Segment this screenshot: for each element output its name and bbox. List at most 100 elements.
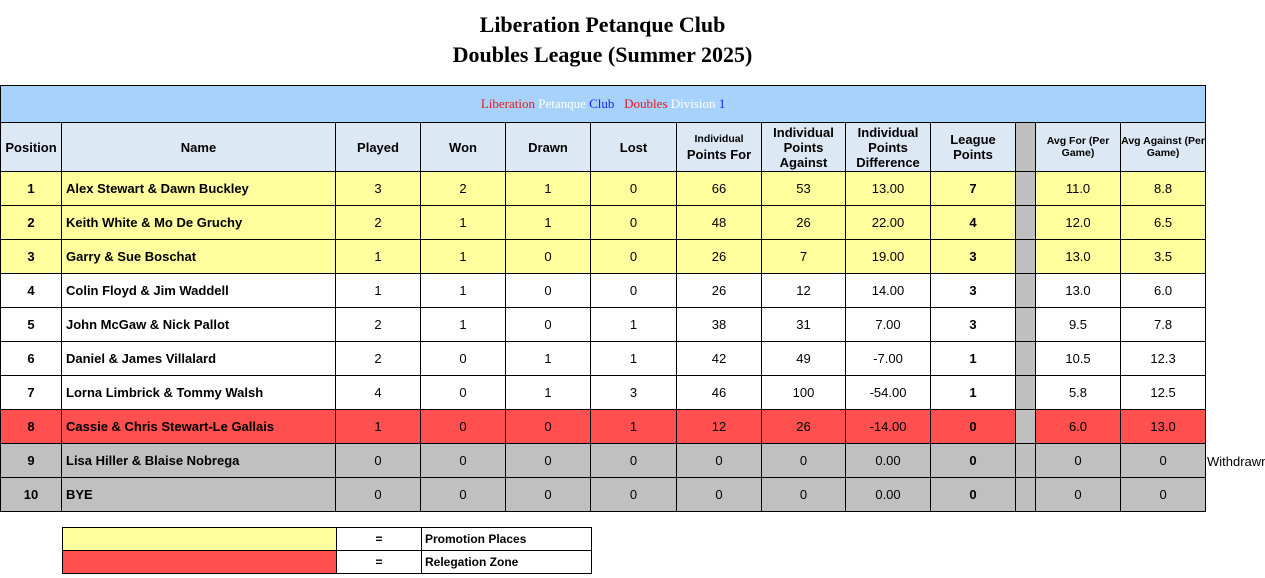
cell-name: Colin Floyd & Jim Waddell: [61, 273, 336, 308]
cell-won: 0: [420, 375, 506, 410]
promotion-label: Promotion Places: [421, 527, 592, 551]
cell-avg-for: 11.0: [1035, 171, 1121, 206]
col-header-points-for-line2: Points For: [686, 147, 752, 162]
cell-avg-for: 13.0: [1035, 239, 1121, 274]
cell-league-points: 0: [930, 409, 1016, 444]
banner-word-doubles: Doubles: [624, 96, 668, 111]
cell-position: 8: [0, 409, 62, 444]
table-row: 10 BYE 0 0 0 0 0 0 0.00 0 0 0: [0, 477, 1207, 512]
cell-lost: 0: [590, 205, 677, 240]
cell-avg-against: 7.8: [1119, 307, 1207, 342]
cell-lost: 0: [590, 443, 677, 478]
cell-avg-for: 0: [1035, 443, 1121, 478]
table-row: 6 Daniel & James Villalard 2 0 1 1 42 49 -7.00 1 1…: [0, 341, 1207, 376]
cell-name: Daniel & James Villalard: [61, 341, 336, 376]
cell-points-difference: 13.00: [845, 171, 931, 206]
cell-played: 2: [335, 307, 421, 342]
cell-won: 0: [420, 443, 506, 478]
separator-cell: [1015, 171, 1036, 206]
cell-league-points: 3: [930, 307, 1016, 342]
cell-lost: 0: [590, 171, 677, 206]
col-header-position: Position: [0, 122, 62, 172]
cell-played: 4: [335, 375, 421, 410]
cell-lost: 0: [590, 477, 677, 512]
withdrawn-note: Withdrawn: [1207, 454, 1265, 469]
cell-points-against: 53: [761, 171, 846, 206]
col-header-lost: Lost: [590, 122, 677, 172]
cell-position: 2: [0, 205, 62, 240]
cell-points-for: 42: [676, 341, 762, 376]
legend-equals: =: [336, 527, 422, 551]
cell-lost: 1: [590, 409, 677, 444]
cell-avg-for: 5.8: [1035, 375, 1121, 410]
legend-row-promotion: = Promotion Places: [62, 527, 592, 551]
cell-position: 7: [0, 375, 62, 410]
cell-avg-for: 12.0: [1035, 205, 1121, 240]
cell-drawn: 0: [505, 443, 591, 478]
col-header-won: Won: [420, 122, 506, 172]
cell-name: Cassie & Chris Stewart-Le Gallais: [61, 409, 336, 444]
cell-points-for: 0: [676, 443, 762, 478]
cell-points-difference: 19.00: [845, 239, 931, 274]
cell-played: 2: [335, 205, 421, 240]
cell-position: 6: [0, 341, 62, 376]
cell-drawn: 1: [505, 375, 591, 410]
cell-drawn: 1: [505, 171, 591, 206]
cell-lost: 0: [590, 239, 677, 274]
cell-avg-for: 9.5: [1035, 307, 1121, 342]
table-row: 5 John McGaw & Nick Pallot 2 1 0 1 38 31 7.00 3 9.…: [0, 307, 1207, 342]
column-header-row: Position Name Played Won Drawn Lost Indi…: [0, 122, 1207, 172]
cell-lost: 0: [590, 273, 677, 308]
cell-points-difference: 0.00: [845, 443, 931, 478]
cell-avg-for: 0: [1035, 477, 1121, 512]
cell-points-difference: 7.00: [845, 307, 931, 342]
separator-cell: [1015, 409, 1036, 444]
cell-played: 1: [335, 239, 421, 274]
cell-points-difference: 14.00: [845, 273, 931, 308]
table-row: 4 Colin Floyd & Jim Waddell 1 1 0 0 26 12 14.00 3…: [0, 273, 1207, 308]
cell-drawn: 0: [505, 307, 591, 342]
cell-points-for: 66: [676, 171, 762, 206]
division-banner-cell: Liberation Petanque Club Doubles Divisio…: [0, 85, 1207, 123]
separator-column: [1015, 122, 1036, 172]
cell-drawn: 0: [505, 239, 591, 274]
cell-points-against: 100: [761, 375, 846, 410]
cell-won: 0: [420, 409, 506, 444]
cell-points-against: 49: [761, 341, 846, 376]
col-header-points-against: Individual Points Against: [761, 122, 846, 172]
legend-row-relegation: = Relegation Zone: [62, 550, 592, 574]
table-row: 7 Lorna Limbrick & Tommy Walsh 4 0 1 3 46 100 -5…: [0, 375, 1207, 410]
col-header-avg-against: Avg Against (Per Game): [1119, 122, 1207, 172]
cell-won: 1: [420, 205, 506, 240]
relegation-label: Relegation Zone: [421, 550, 592, 574]
cell-league-points: 3: [930, 239, 1016, 274]
cell-name: BYE: [61, 477, 336, 512]
cell-position: 4: [0, 273, 62, 308]
cell-league-points: 1: [930, 341, 1016, 376]
cell-avg-against: 8.8: [1119, 171, 1207, 206]
cell-won: 0: [420, 477, 506, 512]
cell-name: Keith White & Mo De Gruchy: [61, 205, 336, 240]
cell-avg-for: 13.0: [1035, 273, 1121, 308]
cell-name: Alex Stewart & Dawn Buckley: [61, 171, 336, 206]
cell-played: 2: [335, 341, 421, 376]
col-header-drawn: Drawn: [505, 122, 591, 172]
cell-avg-against: 13.0: [1119, 409, 1207, 444]
cell-position: 1: [0, 171, 62, 206]
cell-avg-against: 3.5: [1119, 239, 1207, 274]
separator-cell: [1015, 477, 1036, 512]
relegation-swatch: [62, 550, 337, 574]
separator-cell: [1015, 307, 1036, 342]
separator-cell: [1015, 443, 1036, 478]
banner-word-club: Club: [589, 96, 615, 111]
cell-position: 9: [0, 443, 62, 478]
legend-key: = Promotion Places = Relegation Zone: [62, 527, 592, 574]
cell-won: 1: [420, 239, 506, 274]
cell-league-points: 4: [930, 205, 1016, 240]
table-row: 2 Keith White & Mo De Gruchy 2 1 1 0 48 26 22.00…: [0, 205, 1207, 240]
cell-drawn: 1: [505, 205, 591, 240]
col-header-league-points: League Points: [930, 122, 1016, 172]
separator-cell: [1015, 375, 1036, 410]
cell-points-for: 26: [676, 239, 762, 274]
promotion-swatch: [62, 527, 337, 551]
